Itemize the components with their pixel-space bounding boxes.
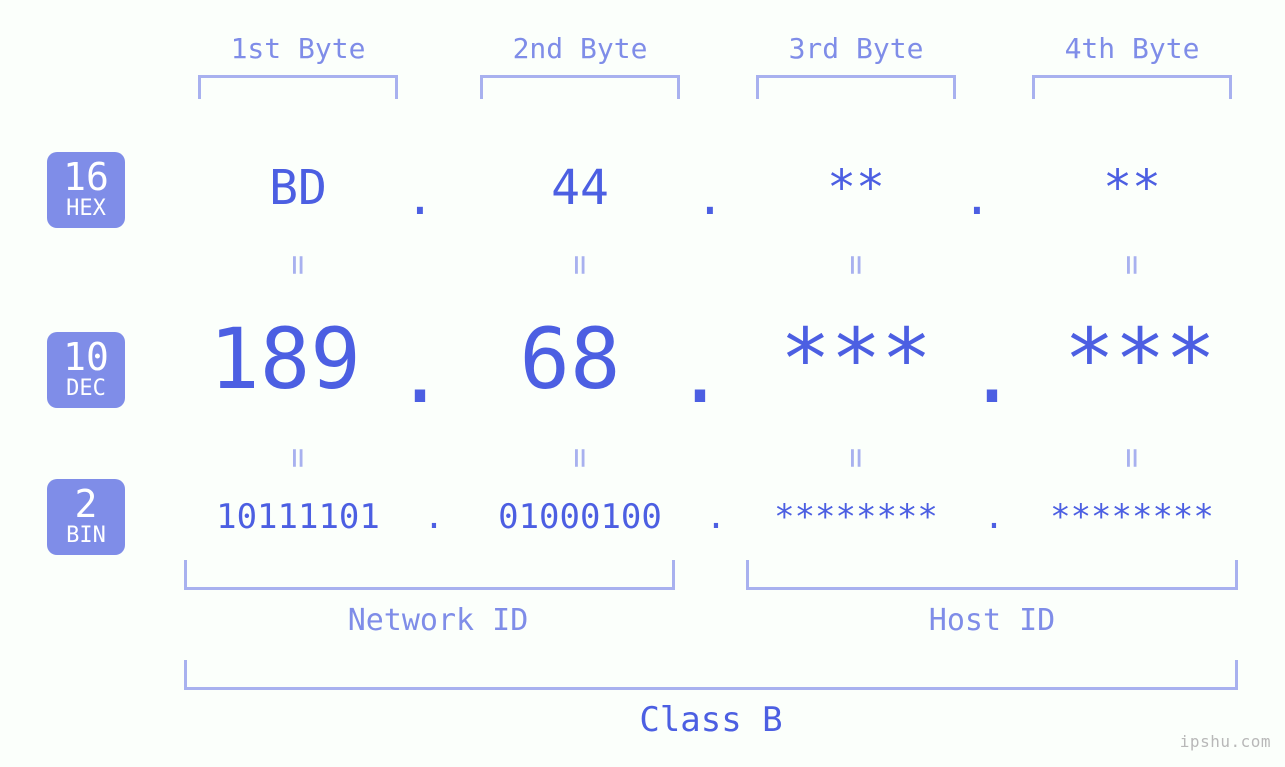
dec-byte-1: 189 [209, 310, 361, 408]
eq-hex-dec-3: = [836, 255, 876, 275]
eq-dec-bin-2: = [560, 448, 600, 468]
badge-hex-num: 16 [47, 158, 125, 196]
badge-bin: 2 BIN [47, 479, 125, 555]
dec-dot-1: . [395, 324, 446, 422]
host-id-label: Host ID [929, 603, 1055, 638]
bin-byte-1: 10111101 [216, 497, 380, 537]
class-label: Class B [639, 700, 782, 740]
class-bracket [184, 660, 1238, 690]
bin-byte-4: ******** [1050, 497, 1214, 537]
badge-bin-txt: BIN [47, 525, 125, 547]
eq-hex-dec-1: = [278, 255, 318, 275]
hex-byte-4: ** [1103, 160, 1161, 216]
hex-byte-1: BD [269, 160, 327, 216]
dec-byte-2: 68 [519, 310, 620, 408]
byte-label-4: 4th Byte [1032, 32, 1232, 65]
badge-bin-num: 2 [47, 485, 125, 523]
byte-bracket-2 [480, 75, 680, 99]
badge-hex-txt: HEX [47, 198, 125, 220]
badge-dec-num: 10 [47, 338, 125, 376]
hex-dot-2: . [696, 170, 725, 226]
ip-bytes-diagram: 1st Byte 2nd Byte 3rd Byte 4th Byte 16 H… [0, 0, 1285, 767]
network-bracket [184, 560, 675, 590]
hex-dot-1: . [406, 170, 435, 226]
eq-dec-bin-1: = [278, 448, 318, 468]
eq-hex-dec-2: = [560, 255, 600, 275]
badge-dec: 10 DEC [47, 332, 125, 408]
byte-bracket-3 [756, 75, 956, 99]
byte-bracket-4 [1032, 75, 1232, 99]
dec-dot-2: . [675, 324, 726, 422]
badge-dec-txt: DEC [47, 378, 125, 400]
network-id-label: Network ID [348, 603, 529, 638]
byte-bracket-1 [198, 75, 398, 99]
bin-dot-2: . [706, 497, 726, 537]
dec-byte-3: *** [780, 310, 932, 408]
byte-label-2: 2nd Byte [480, 32, 680, 65]
bin-byte-2: 01000100 [498, 497, 662, 537]
bin-dot-3: . [984, 497, 1004, 537]
dec-dot-3: . [967, 324, 1018, 422]
bin-dot-1: . [424, 497, 444, 537]
hex-byte-2: 44 [551, 160, 609, 216]
dec-byte-4: *** [1064, 310, 1216, 408]
byte-label-1: 1st Byte [198, 32, 398, 65]
badge-hex: 16 HEX [47, 152, 125, 228]
byte-label-3: 3rd Byte [756, 32, 956, 65]
hex-byte-3: ** [827, 160, 885, 216]
hex-dot-3: . [963, 170, 992, 226]
watermark: ipshu.com [1180, 732, 1271, 751]
eq-dec-bin-3: = [836, 448, 876, 468]
eq-dec-bin-4: = [1112, 448, 1152, 468]
eq-hex-dec-4: = [1112, 255, 1152, 275]
bin-byte-3: ******** [774, 497, 938, 537]
host-bracket [746, 560, 1238, 590]
